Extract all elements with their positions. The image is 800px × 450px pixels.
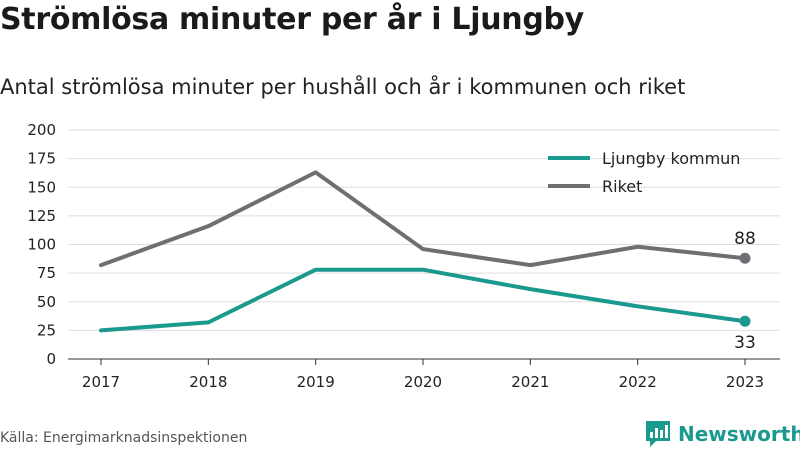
y-tick-label: 50 bbox=[37, 293, 56, 311]
x-tick-label: 2018 bbox=[189, 373, 227, 391]
newsworthy-logo-icon bbox=[646, 421, 670, 447]
chart-subtitle: Antal strömlösa minuter per hushåll och … bbox=[0, 75, 686, 99]
x-axis-ticks: 2017 2018 2019 2020 2021 2022 2023 bbox=[82, 359, 764, 391]
data-labels: 88 33 bbox=[734, 229, 756, 353]
end-point-ljungby bbox=[739, 315, 751, 327]
end-label-riket: 88 bbox=[734, 229, 756, 249]
legend-label-ljungby: Ljungby kommun bbox=[602, 149, 740, 168]
y-tick-label: 125 bbox=[27, 207, 56, 225]
x-tick-label: 2022 bbox=[619, 373, 657, 391]
end-point-riket bbox=[739, 252, 751, 264]
brand-logo: Newsworthy bbox=[644, 419, 800, 449]
grid-lines bbox=[68, 129, 780, 360]
y-tick-label: 75 bbox=[37, 264, 56, 282]
legend-label-riket: Riket bbox=[602, 177, 642, 196]
legend: Ljungby kommun Riket bbox=[548, 149, 740, 196]
x-tick-label: 2023 bbox=[726, 373, 764, 391]
source-note: Källa: Energimarknadsinspektionen bbox=[0, 430, 248, 446]
series-line-ljungby bbox=[99, 267, 747, 333]
series-line-riket bbox=[99, 170, 747, 268]
y-tick-label: 25 bbox=[37, 321, 56, 339]
y-tick-label: 175 bbox=[27, 150, 56, 168]
y-tick-label: 100 bbox=[27, 236, 56, 254]
y-tick-label: 150 bbox=[27, 178, 56, 196]
brand-name: Newsworthy bbox=[678, 422, 800, 446]
series-lines bbox=[99, 170, 751, 333]
y-axis-ticks: 0 25 50 75 100 125 150 175 200 bbox=[27, 121, 56, 368]
y-tick-label: 0 bbox=[46, 350, 56, 368]
chart-title: Strömlösa minuter per år i Ljungby bbox=[0, 2, 584, 37]
x-tick-label: 2019 bbox=[297, 373, 335, 391]
end-label-ljungby: 33 bbox=[734, 333, 756, 353]
x-tick-label: 2017 bbox=[82, 373, 120, 391]
x-tick-label: 2020 bbox=[404, 373, 442, 391]
x-tick-label: 2021 bbox=[511, 373, 549, 391]
y-tick-label: 200 bbox=[27, 121, 56, 139]
